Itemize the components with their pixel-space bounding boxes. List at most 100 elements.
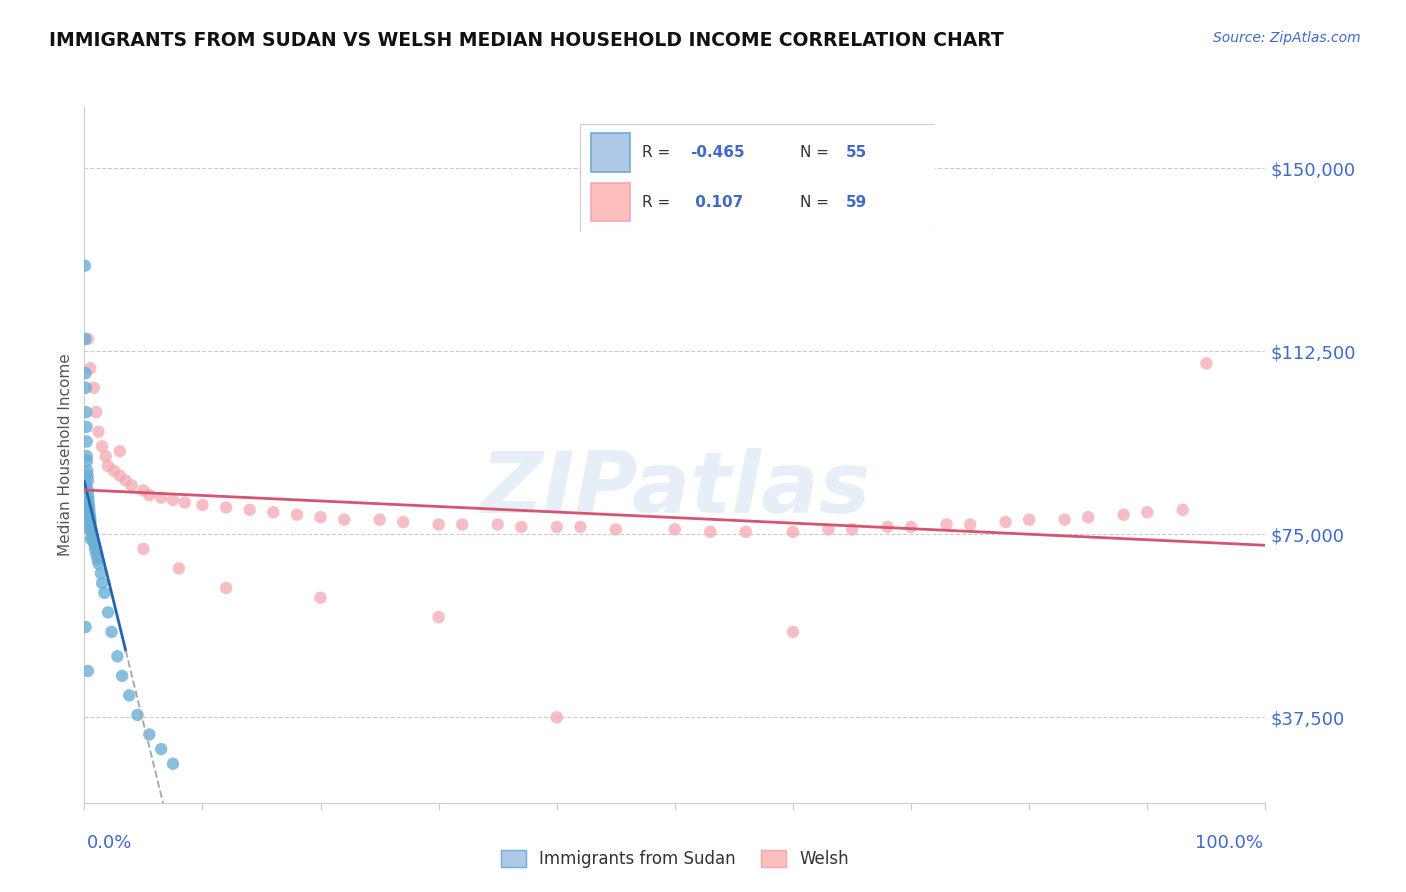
Point [114, 474, 136, 488]
Point [309, 591, 332, 605]
Point [84, 541, 107, 556]
Point [108, 468, 131, 483]
Point [132, 541, 155, 556]
Point [876, 520, 898, 534]
Point [77, 503, 100, 517]
Point [167, 561, 190, 575]
Point [782, 624, 804, 639]
Point [108, 444, 131, 458]
Point [239, 503, 262, 517]
Point [87, 557, 110, 571]
Point [75, 478, 97, 492]
Point [111, 669, 134, 683]
Point [87, 425, 110, 439]
Point [79, 510, 101, 524]
Point [77, 488, 100, 502]
Point [82, 530, 104, 544]
Point [1136, 505, 1159, 519]
Point [138, 488, 160, 502]
Point [83, 537, 105, 551]
Point [782, 524, 804, 539]
Point [82, 532, 104, 546]
Point [368, 513, 391, 527]
Point [162, 493, 184, 508]
Point [93, 586, 115, 600]
Point [79, 505, 101, 519]
Point [91, 439, 114, 453]
Text: Source: ZipAtlas.com: Source: ZipAtlas.com [1213, 31, 1361, 45]
Point [150, 742, 173, 756]
Point [841, 522, 863, 536]
Point [664, 522, 686, 536]
Text: 0.0%: 0.0% [87, 834, 132, 852]
Point [392, 515, 415, 529]
Y-axis label: Median Household Income: Median Household Income [58, 353, 73, 557]
Point [80, 532, 103, 546]
Point [121, 478, 143, 492]
Point [84, 405, 107, 419]
Point [132, 483, 155, 498]
Point [510, 520, 533, 534]
Point [103, 464, 125, 478]
Point [1018, 513, 1040, 527]
Point [76, 420, 98, 434]
Point [309, 510, 332, 524]
Point [91, 576, 114, 591]
Point [1077, 510, 1099, 524]
Point [935, 517, 957, 532]
Point [1053, 513, 1076, 527]
Point [83, 381, 105, 395]
Point [77, 498, 100, 512]
Point [77, 474, 100, 488]
Point [127, 707, 149, 722]
Point [76, 468, 98, 483]
Point [1171, 503, 1194, 517]
Point [900, 520, 922, 534]
Text: ZIPatlas: ZIPatlas [479, 448, 870, 532]
Point [73, 259, 96, 273]
Legend: Immigrants from Sudan, Welsh: Immigrants from Sudan, Welsh [495, 843, 855, 874]
Text: 100.0%: 100.0% [1195, 834, 1263, 852]
Point [75, 332, 97, 346]
Point [734, 524, 756, 539]
Point [699, 524, 721, 539]
Point [75, 405, 97, 419]
Point [546, 710, 568, 724]
Point [80, 527, 103, 541]
Point [486, 517, 509, 532]
Point [994, 515, 1017, 529]
Point [76, 493, 98, 508]
Point [150, 491, 173, 505]
Point [79, 522, 101, 536]
Point [77, 493, 100, 508]
Point [79, 508, 101, 522]
Point [75, 381, 97, 395]
Point [138, 727, 160, 741]
Point [451, 517, 474, 532]
Point [77, 332, 100, 346]
Point [77, 483, 100, 498]
Point [173, 495, 195, 509]
Point [86, 551, 108, 566]
Point [605, 522, 627, 536]
Point [80, 522, 103, 536]
Point [959, 517, 981, 532]
Point [215, 500, 238, 515]
Point [76, 464, 98, 478]
Point [79, 515, 101, 529]
Point [1195, 356, 1218, 370]
Point [94, 449, 117, 463]
Point [76, 434, 98, 449]
Point [77, 513, 100, 527]
Point [79, 517, 101, 532]
Point [215, 581, 238, 595]
Point [80, 520, 103, 534]
Text: IMMIGRANTS FROM SUDAN VS WELSH MEDIAN HOUSEHOLD INCOME CORRELATION CHART: IMMIGRANTS FROM SUDAN VS WELSH MEDIAN HO… [49, 31, 1004, 50]
Point [76, 449, 98, 463]
Point [79, 513, 101, 527]
Point [817, 522, 839, 536]
Point [118, 689, 141, 703]
Point [262, 505, 284, 519]
Point [75, 620, 97, 634]
Point [191, 498, 214, 512]
